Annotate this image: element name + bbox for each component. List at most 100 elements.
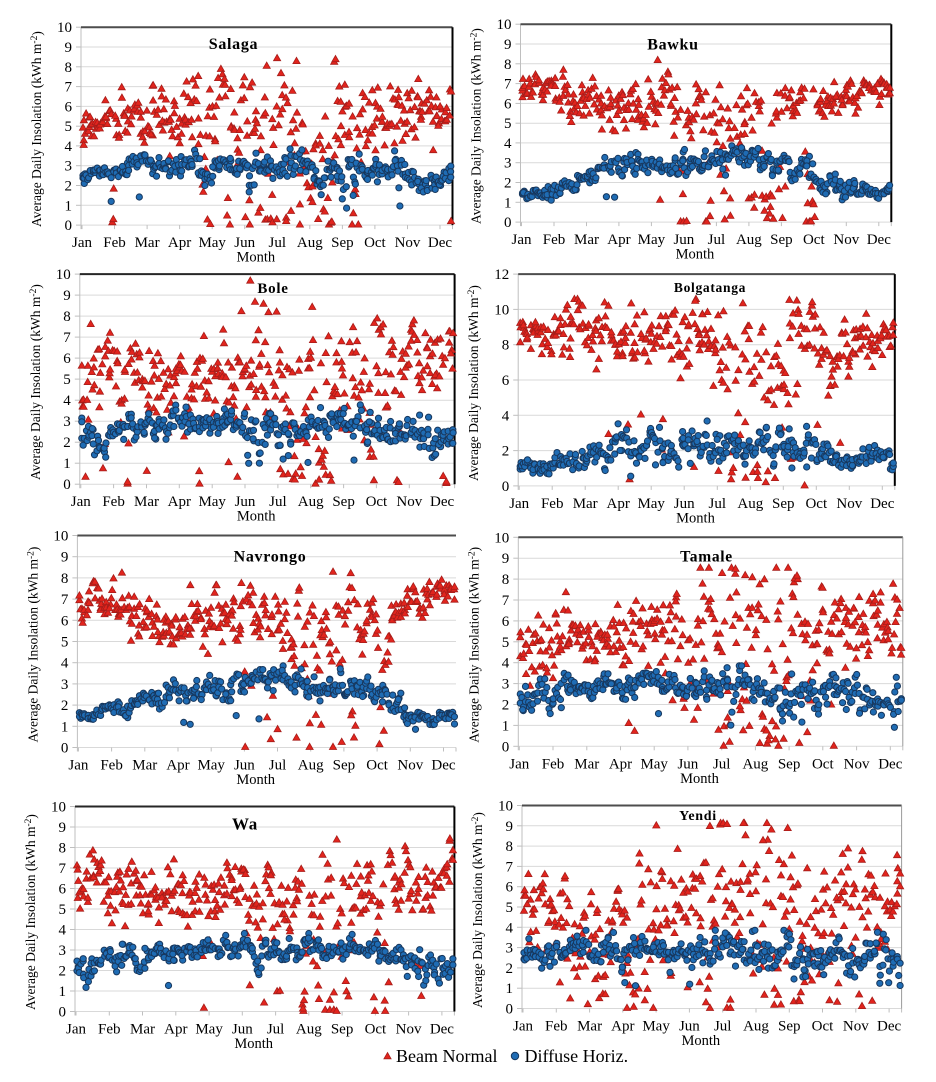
svg-text:8: 8 bbox=[63, 309, 71, 325]
svg-text:12: 12 bbox=[494, 267, 509, 283]
svg-text:8: 8 bbox=[502, 572, 510, 588]
svg-text:3: 3 bbox=[61, 677, 69, 693]
svg-text:Jun: Jun bbox=[673, 232, 694, 248]
svg-text:4: 4 bbox=[502, 408, 510, 424]
svg-text:Dec: Dec bbox=[428, 235, 452, 251]
svg-text:Apr: Apr bbox=[607, 496, 630, 512]
svg-text:Feb: Feb bbox=[103, 235, 126, 251]
svg-text:Aug: Aug bbox=[742, 756, 768, 772]
svg-text:Tamale: Tamale bbox=[680, 549, 733, 566]
svg-text:2: 2 bbox=[61, 698, 69, 714]
svg-text:Month: Month bbox=[236, 772, 275, 788]
svg-text:4: 4 bbox=[502, 656, 510, 672]
svg-text:5: 5 bbox=[504, 116, 512, 132]
svg-text:7: 7 bbox=[63, 330, 71, 346]
svg-text:Jun: Jun bbox=[674, 496, 695, 512]
svg-text:1: 1 bbox=[506, 981, 514, 997]
svg-text:7: 7 bbox=[65, 80, 73, 96]
svg-text:2: 2 bbox=[502, 444, 510, 460]
svg-text:Aug: Aug bbox=[743, 1019, 769, 1035]
svg-text:Oct: Oct bbox=[803, 232, 825, 248]
svg-text:2: 2 bbox=[63, 435, 71, 451]
svg-text:Navrongo: Navrongo bbox=[234, 549, 307, 566]
svg-text:Oct: Oct bbox=[365, 1022, 387, 1038]
svg-text:Month: Month bbox=[681, 1033, 720, 1049]
svg-text:Oct: Oct bbox=[812, 756, 834, 772]
svg-text:4: 4 bbox=[506, 920, 514, 936]
svg-text:10: 10 bbox=[57, 20, 72, 36]
svg-text:10: 10 bbox=[498, 799, 513, 815]
svg-text:3: 3 bbox=[504, 156, 512, 172]
svg-text:Month: Month bbox=[680, 771, 719, 787]
svg-text:Oct: Oct bbox=[805, 496, 827, 512]
svg-text:0: 0 bbox=[59, 1005, 67, 1021]
svg-text:Jan: Jan bbox=[66, 1022, 86, 1038]
svg-text:Aug: Aug bbox=[296, 1022, 322, 1038]
svg-text:Average Daily Insolation (kWh: Average Daily Insolation (kWh m-2) bbox=[466, 547, 482, 743]
svg-text:Jul: Jul bbox=[709, 496, 727, 512]
svg-text:Mar: Mar bbox=[577, 1019, 602, 1035]
svg-text:2: 2 bbox=[59, 964, 67, 980]
svg-text:7: 7 bbox=[504, 77, 512, 93]
svg-text:Sep: Sep bbox=[772, 496, 795, 512]
svg-text:Aug: Aug bbox=[297, 235, 323, 251]
svg-text:Jul: Jul bbox=[269, 235, 287, 251]
svg-text:1: 1 bbox=[59, 984, 67, 1000]
svg-text:Jul: Jul bbox=[269, 494, 287, 510]
svg-text:Jul: Jul bbox=[714, 1019, 732, 1035]
svg-text:Sep: Sep bbox=[333, 758, 356, 774]
svg-text:Nov: Nov bbox=[396, 1022, 422, 1038]
svg-text:3: 3 bbox=[502, 677, 510, 693]
svg-text:0: 0 bbox=[506, 1002, 514, 1018]
svg-text:Dec: Dec bbox=[430, 1022, 454, 1038]
svg-text:Jan: Jan bbox=[509, 756, 529, 772]
svg-text:Average Daily Insolation (kWh: Average Daily Insolation (kWh m-2) bbox=[466, 285, 482, 481]
svg-text:5: 5 bbox=[502, 635, 510, 651]
svg-text:9: 9 bbox=[61, 550, 69, 566]
svg-text:Aug: Aug bbox=[298, 758, 324, 774]
svg-text:3: 3 bbox=[65, 159, 73, 175]
svg-text:6: 6 bbox=[61, 613, 69, 629]
svg-text:Sep: Sep bbox=[332, 494, 355, 510]
svg-text:Apr: Apr bbox=[611, 1019, 634, 1035]
svg-text:6: 6 bbox=[502, 614, 510, 630]
svg-text:8: 8 bbox=[504, 57, 512, 73]
svg-text:Dec: Dec bbox=[867, 232, 891, 248]
svg-text:Sep: Sep bbox=[331, 1022, 354, 1038]
svg-text:Mar: Mar bbox=[130, 1022, 155, 1038]
svg-text:Aug: Aug bbox=[736, 232, 762, 248]
svg-text:10: 10 bbox=[53, 529, 68, 545]
svg-text:Bolgatanga: Bolgatanga bbox=[674, 280, 746, 295]
svg-text:Jan: Jan bbox=[512, 232, 532, 248]
svg-text:5: 5 bbox=[59, 902, 67, 918]
svg-text:5: 5 bbox=[63, 372, 71, 388]
svg-text:Aug: Aug bbox=[737, 496, 763, 512]
svg-text:Jun: Jun bbox=[232, 1022, 253, 1038]
svg-text:Nov: Nov bbox=[396, 494, 422, 510]
svg-text:2: 2 bbox=[506, 961, 514, 977]
svg-text:0: 0 bbox=[65, 218, 73, 234]
svg-text:5: 5 bbox=[506, 900, 514, 916]
svg-text:Sep: Sep bbox=[778, 1019, 801, 1035]
svg-text:Jul: Jul bbox=[269, 758, 287, 774]
svg-text:May: May bbox=[642, 1019, 670, 1035]
svg-text:Jul: Jul bbox=[267, 1022, 285, 1038]
svg-text:Wa: Wa bbox=[232, 815, 258, 834]
svg-text:2: 2 bbox=[504, 176, 512, 192]
svg-text:9: 9 bbox=[506, 819, 514, 835]
svg-text:Jun: Jun bbox=[677, 756, 698, 772]
svg-text:Jan: Jan bbox=[513, 1019, 533, 1035]
svg-text:0: 0 bbox=[502, 479, 510, 495]
svg-text:1: 1 bbox=[65, 198, 73, 214]
svg-text:Feb: Feb bbox=[541, 496, 564, 512]
svg-text:9: 9 bbox=[502, 551, 510, 567]
svg-text:0: 0 bbox=[504, 215, 512, 231]
svg-text:Dec: Dec bbox=[430, 494, 454, 510]
svg-text:7: 7 bbox=[61, 592, 69, 608]
svg-text:2: 2 bbox=[502, 698, 510, 714]
svg-text:5: 5 bbox=[61, 635, 69, 651]
svg-text:Oct: Oct bbox=[366, 494, 388, 510]
svg-text:10: 10 bbox=[494, 530, 509, 546]
svg-text:Mar: Mar bbox=[574, 232, 599, 248]
svg-text:Apr: Apr bbox=[168, 235, 191, 251]
